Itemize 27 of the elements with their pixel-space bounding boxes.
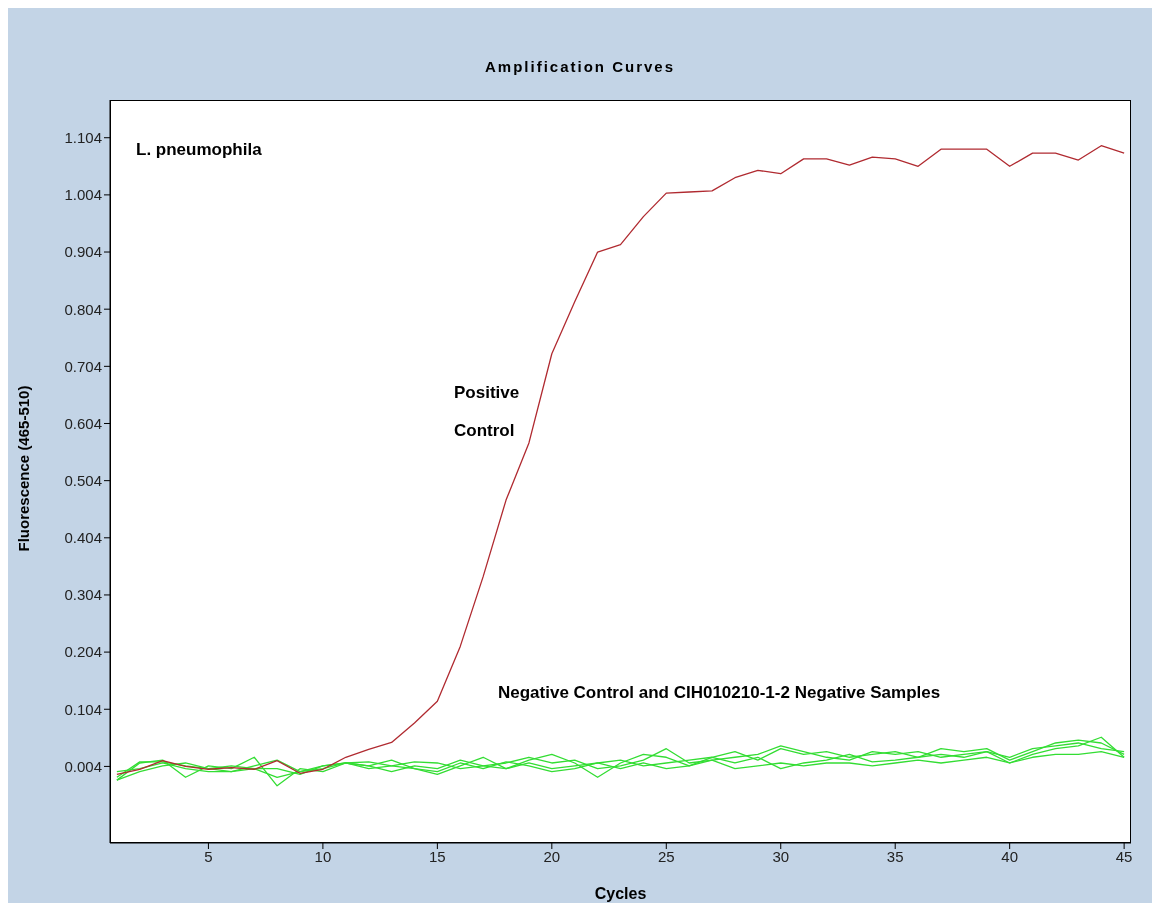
annotation: Positive Control <box>454 382 521 442</box>
x-tick-label: 5 <box>204 847 213 865</box>
y-tick-label: 0.304 <box>64 586 102 604</box>
y-tick-label: 0.704 <box>64 357 102 375</box>
y-axis-title: Fluorescence (465-510) <box>15 385 33 552</box>
y-tick-label: 0.004 <box>64 757 102 775</box>
annotation: Negative Control and CIH010210-1-2 Negative Samples <box>498 683 941 703</box>
x-tick-label: 15 <box>429 847 446 865</box>
y-tick-label: 0.404 <box>64 529 102 547</box>
x-tick-label: 20 <box>543 847 561 865</box>
chart-title: Amplification Curves <box>484 58 676 75</box>
y-tick-label: 1.104 <box>64 129 102 147</box>
y-tick-label: 0.204 <box>64 643 102 661</box>
annotation: L. pneumophila <box>136 140 262 160</box>
y-tick-label: 0.904 <box>64 243 102 261</box>
x-tick-label: 10 <box>314 847 332 865</box>
y-tick-label: 0.604 <box>64 414 102 432</box>
x-tick-label: 30 <box>772 847 790 865</box>
x-tick-label: 45 <box>1115 847 1133 865</box>
x-tick-label: 40 <box>1001 847 1019 865</box>
y-tick-label: 0.104 <box>64 700 102 718</box>
x-axis-title: Cycles <box>594 885 647 902</box>
x-tick-label: 35 <box>886 847 904 865</box>
y-tick-label: 0.504 <box>64 471 102 489</box>
y-tick-label: 1.004 <box>64 186 102 204</box>
y-tick-label: 0.804 <box>64 300 102 318</box>
x-tick-label: 25 <box>657 847 675 865</box>
